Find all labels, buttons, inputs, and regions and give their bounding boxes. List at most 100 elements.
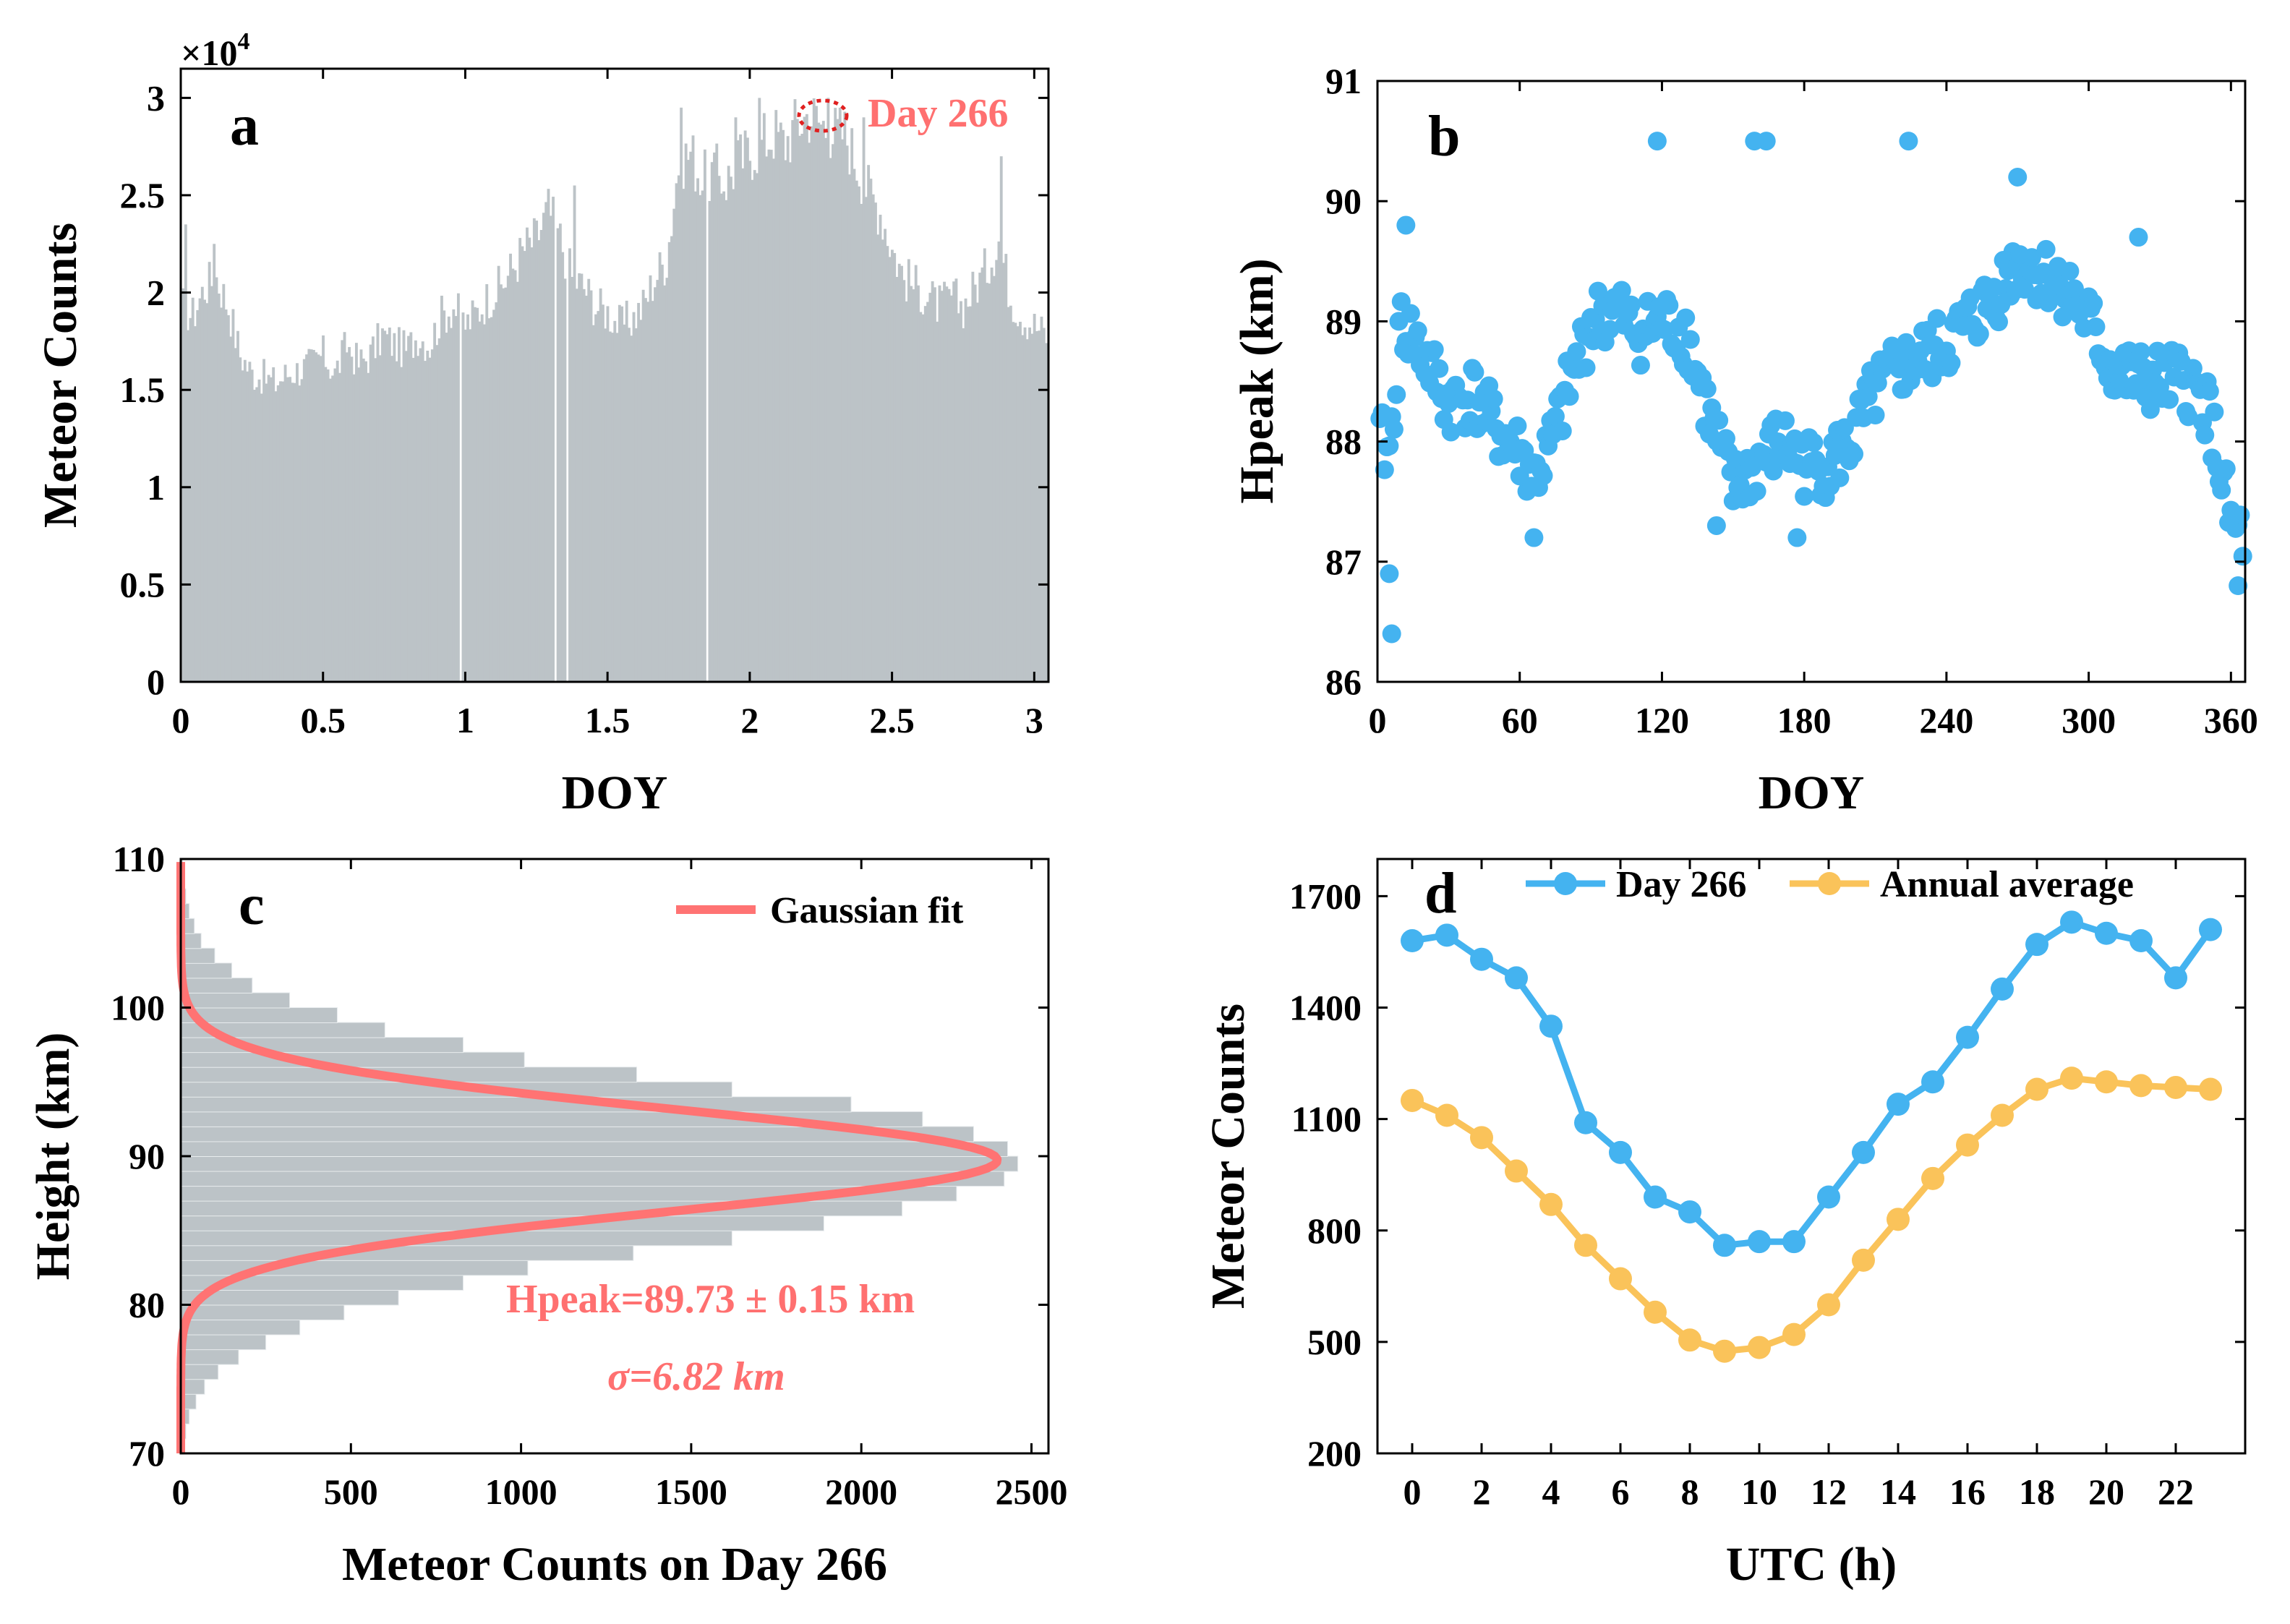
panel-d-xtick-label: 6	[1612, 1471, 1630, 1512]
panel-b-point	[1465, 362, 1484, 382]
panel-a-bar	[850, 128, 854, 682]
panel-a-bar	[641, 289, 645, 682]
panel-b-point	[2205, 402, 2224, 422]
panel-a-bar	[672, 208, 676, 683]
series-day266-point	[1817, 1185, 1840, 1209]
panel-b-point	[1970, 324, 1989, 343]
panel-a-frame	[179, 67, 1050, 683]
panel-a-bar	[606, 306, 610, 682]
panel-d-ytick-label: 200	[1307, 1433, 1362, 1474]
panel-a-xtick-label: 2	[740, 700, 759, 740]
series-annual-average-point	[2164, 1075, 2187, 1099]
panel-a-bar	[719, 193, 723, 682]
panel-a-bar	[969, 306, 973, 683]
panel-b-frame	[1376, 80, 2247, 683]
panel-d-ytick-label: 1100	[1291, 1099, 1362, 1140]
panel-a-bar	[466, 314, 469, 682]
panel-a-bar	[364, 361, 367, 682]
panel-a-bar	[772, 158, 775, 682]
series-day266-point	[1991, 977, 2014, 1001]
panel-b-point	[1588, 281, 1607, 301]
panel-a-bar	[220, 307, 223, 682]
panel-a-bar	[591, 325, 595, 682]
panel-c: 0 500 1000 1500 2000 2500 70 80 90 100 110 c Gauss…	[27, 839, 1067, 1591]
panel-c-bar	[180, 1244, 634, 1261]
panel-a-bar	[537, 240, 541, 683]
panel-a-bar	[867, 165, 871, 682]
panel-a-bar	[404, 351, 408, 682]
panel-a-bar	[556, 228, 560, 682]
legend-day266-marker	[1554, 872, 1577, 895]
panel-a-bar	[992, 275, 996, 682]
panel-a-bar	[445, 333, 448, 682]
panel-a-bar	[367, 372, 370, 682]
panel-a-bar	[769, 150, 773, 683]
series-day266-point	[1887, 1093, 1910, 1116]
panel-a-bar	[634, 328, 638, 682]
panel-a-bar	[563, 278, 567, 683]
panel-a-bar	[226, 315, 230, 682]
panel-a-bar	[421, 341, 424, 682]
series-annual-average-point	[1991, 1103, 2014, 1127]
panel-a-bar	[561, 252, 565, 682]
panel-b-ylabel: Hpeak (km)	[1231, 258, 1283, 503]
panel-c-bar	[180, 992, 291, 1009]
panel-a-bar	[279, 381, 282, 682]
panel-a-bar	[810, 126, 813, 682]
panel-a-bar	[855, 180, 858, 683]
series-day266-line	[1411, 918, 2213, 1249]
panel-b-point	[2036, 239, 2056, 259]
panel-c-bar	[180, 947, 215, 964]
panel-a-bar	[670, 236, 673, 682]
panel-b-label: b	[1428, 105, 1461, 168]
panel-c-xtick-label: 0	[172, 1471, 190, 1512]
panel-a-bar	[914, 265, 918, 682]
series-day266-point	[1401, 929, 1424, 953]
panel-a-bar	[530, 247, 534, 683]
panel-a-bar	[463, 329, 467, 682]
panel-a-bar	[978, 273, 982, 682]
series-annual-average-point	[2199, 1077, 2222, 1101]
panel-a-bar	[675, 183, 678, 682]
panel-c-bar	[180, 1096, 852, 1113]
panel-d-xtick-label: 18	[2019, 1471, 2055, 1512]
panel-d-xtick-label: 20	[2088, 1471, 2124, 1512]
panel-a-bar	[381, 328, 384, 682]
panel-c-xtick-label: 2500	[995, 1471, 1067, 1512]
panel-a-bar	[478, 321, 482, 682]
panel-a-bar	[949, 295, 953, 682]
panel-a-bar	[618, 304, 621, 682]
series-day266-point	[2129, 929, 2153, 953]
panel-a-bar	[1002, 262, 1005, 682]
panel-c-ytick-label: 70	[129, 1433, 165, 1474]
panel-a-bar	[257, 379, 261, 682]
panel-a-bar	[272, 367, 275, 682]
panel-a-bar	[580, 273, 584, 682]
panel-b-point	[1775, 411, 1795, 430]
panel-a-bar	[869, 179, 873, 683]
panel-a-bar	[450, 328, 453, 682]
panel-a-bar	[322, 335, 325, 682]
panel-a-bar	[409, 332, 413, 682]
hpeak-annotation: Hpeak=89.73 ± 0.15 km	[506, 1277, 915, 1322]
panel-a-bar	[191, 297, 195, 682]
panel-d-ytick-label: 800	[1307, 1210, 1362, 1251]
panel-a-bar	[923, 306, 927, 683]
panel-a-bar	[317, 354, 320, 682]
panel-a-bar	[782, 129, 785, 683]
panel-b-point	[1612, 281, 1631, 300]
panel-a-bar	[760, 140, 764, 682]
panel-a-bar	[919, 312, 923, 682]
panel-a-bar	[986, 283, 988, 682]
panel-a-bar	[411, 357, 415, 682]
panel-a-bar	[286, 377, 289, 682]
panel-c-bar	[180, 1319, 301, 1335]
panel-a: 0 0.5 1 1.5 2 2.5 3 0 0.5 1 1.5 2 2.5 3 ×104 a Day 26…	[34, 28, 1050, 819]
series-day266-point	[2060, 910, 2083, 934]
panel-b-point	[1941, 353, 1961, 372]
panel-a-bar	[184, 224, 187, 682]
panel-b-point	[2195, 425, 2215, 445]
series-annual-average-point	[1921, 1166, 1944, 1190]
panel-b-point	[1567, 342, 1586, 362]
panel-a-bar	[900, 265, 903, 683]
